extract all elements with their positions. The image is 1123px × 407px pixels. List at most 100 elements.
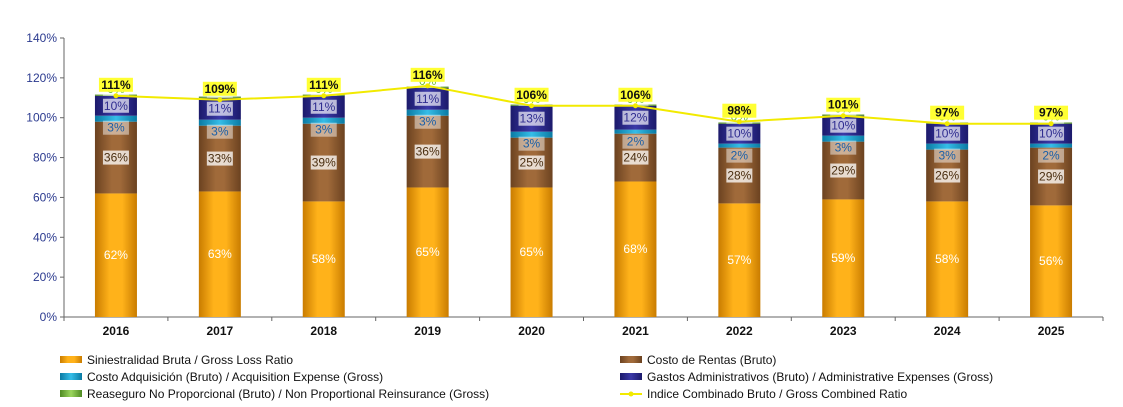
segment-label: 39% xyxy=(312,156,336,170)
total-label-bg xyxy=(98,77,133,92)
segment-label: 68% xyxy=(623,242,647,256)
segment-label: 10% xyxy=(935,127,959,141)
x-tick-label: 2025 xyxy=(1038,324,1065,338)
combined-ratio-point xyxy=(1048,121,1054,127)
combined-ratio-point xyxy=(321,93,327,99)
segment-label-bg xyxy=(102,120,129,135)
bar-segment xyxy=(614,129,657,134)
segment-label-bg xyxy=(414,91,441,106)
bar-segment xyxy=(198,191,241,317)
segment-label-bg xyxy=(830,118,857,133)
y-tick-label: 60% xyxy=(33,190,57,204)
segment-label: 59% xyxy=(831,251,855,265)
segment-label: 13% xyxy=(520,112,544,126)
legend-label: Costo de Rentas (Bruto) xyxy=(647,353,776,367)
total-label-bg xyxy=(826,97,861,112)
combined-ratio-point xyxy=(529,103,535,109)
x-tick-label: 2022 xyxy=(726,324,753,338)
legend-label: Gastos Administrativos (Bruto) / Adminis… xyxy=(647,370,993,384)
combined-ratio-point xyxy=(632,103,638,109)
segment-label-bg xyxy=(518,111,545,126)
segment-label: 65% xyxy=(520,245,544,259)
segment-label: 3% xyxy=(107,121,125,135)
segment-label: 11% xyxy=(208,102,231,116)
segment-label-bg xyxy=(518,136,545,151)
x-tick-label: 2020 xyxy=(518,324,545,338)
y-tick-label: 0% xyxy=(40,310,58,324)
x-tick-label: 2024 xyxy=(934,324,961,338)
segment-label-bg xyxy=(622,110,649,125)
bar-segment xyxy=(510,131,553,138)
segment-label: 63% xyxy=(208,247,232,261)
y-tick-label: 20% xyxy=(33,270,57,284)
segment-label: 3% xyxy=(938,149,956,163)
y-tick-label: 40% xyxy=(33,230,57,244)
y-tick-label: 120% xyxy=(26,71,57,85)
segment-labels: 62%36%3%10%0%63%33%3%11%0%58%39%3%11%0%6… xyxy=(102,73,1065,268)
total-label-bg xyxy=(618,87,653,102)
legend-marker xyxy=(628,391,634,397)
combined-ratio-point xyxy=(425,83,431,89)
segment-label: 65% xyxy=(416,245,440,259)
bar-segment xyxy=(198,119,241,126)
segment-label: 57% xyxy=(727,253,751,267)
bar-segment xyxy=(926,143,969,150)
total-label-bg xyxy=(514,87,549,102)
total-label: 101% xyxy=(828,98,859,112)
segment-label-bg xyxy=(102,98,129,113)
legend-label: Indice Combinado Bruto / Gross Combined … xyxy=(647,387,907,401)
segment-label: 24% xyxy=(623,151,647,165)
segment-label-bg xyxy=(414,144,441,159)
total-label: 116% xyxy=(413,68,443,82)
segment-label-bg xyxy=(726,168,753,183)
total-label: 109% xyxy=(204,82,235,96)
segment-label: 3% xyxy=(523,137,541,151)
bar-segment xyxy=(718,143,761,148)
segment-label-bg xyxy=(206,101,233,116)
segment-label-bg xyxy=(934,168,961,183)
total-label: 98% xyxy=(727,104,751,118)
combined-ratio-series-line xyxy=(115,84,1052,125)
bar-segment xyxy=(302,201,345,317)
segment-label: 11% xyxy=(312,100,335,114)
segment-label: 10% xyxy=(104,99,128,113)
segment-label: 2% xyxy=(1042,149,1060,163)
total-label-bg xyxy=(410,67,445,82)
y-tick-label: 100% xyxy=(26,111,57,125)
segment-label: 2% xyxy=(731,149,749,163)
segment-label: 62% xyxy=(104,248,128,262)
segment-label: 29% xyxy=(1039,170,1063,184)
segment-label-bg xyxy=(934,148,961,163)
x-tick-label: 2018 xyxy=(310,324,337,338)
bar-segment xyxy=(718,203,761,317)
combined-ratio-line: 111% 109% 111% 116% 106% 106% 98% 101% 97% 97% xyxy=(98,67,1069,127)
legend-swatch xyxy=(60,390,82,397)
legend-swatch xyxy=(60,373,82,380)
segment-label-bg xyxy=(622,134,649,149)
segment-label-bg xyxy=(1038,126,1065,141)
segment-label: 10% xyxy=(1039,127,1063,141)
legend: Siniestralidad Bruta / Gross Loss Ratio C… xyxy=(60,353,993,401)
segment-label: 2% xyxy=(627,135,645,149)
legend-label: Costo Adquisición (Bruto) / Acquisition … xyxy=(87,370,383,384)
segment-label-bg xyxy=(414,114,441,129)
legend-label: Reaseguro No Proporcional (Bruto) / Non … xyxy=(87,387,489,401)
combined-ratio-point xyxy=(944,121,950,127)
segment-label-bg xyxy=(1038,148,1065,163)
total-label: 97% xyxy=(1039,106,1063,120)
segment-label-bg xyxy=(934,126,961,141)
bar-segment xyxy=(94,115,137,122)
segment-label-bg xyxy=(726,126,753,141)
segment-label: 3% xyxy=(835,141,853,155)
segment-label: 36% xyxy=(104,151,128,165)
total-label-bg xyxy=(1034,105,1069,120)
total-label: 106% xyxy=(620,88,651,102)
total-label: 97% xyxy=(935,106,959,120)
combined-ratio-point xyxy=(840,113,846,119)
segment-label: 3% xyxy=(315,123,333,137)
x-tick-label: 2016 xyxy=(103,324,130,338)
segment-label: 36% xyxy=(416,145,440,159)
legend-swatch xyxy=(620,373,642,380)
segment-label-bg xyxy=(1038,169,1065,184)
segment-label: 11% xyxy=(416,92,439,106)
